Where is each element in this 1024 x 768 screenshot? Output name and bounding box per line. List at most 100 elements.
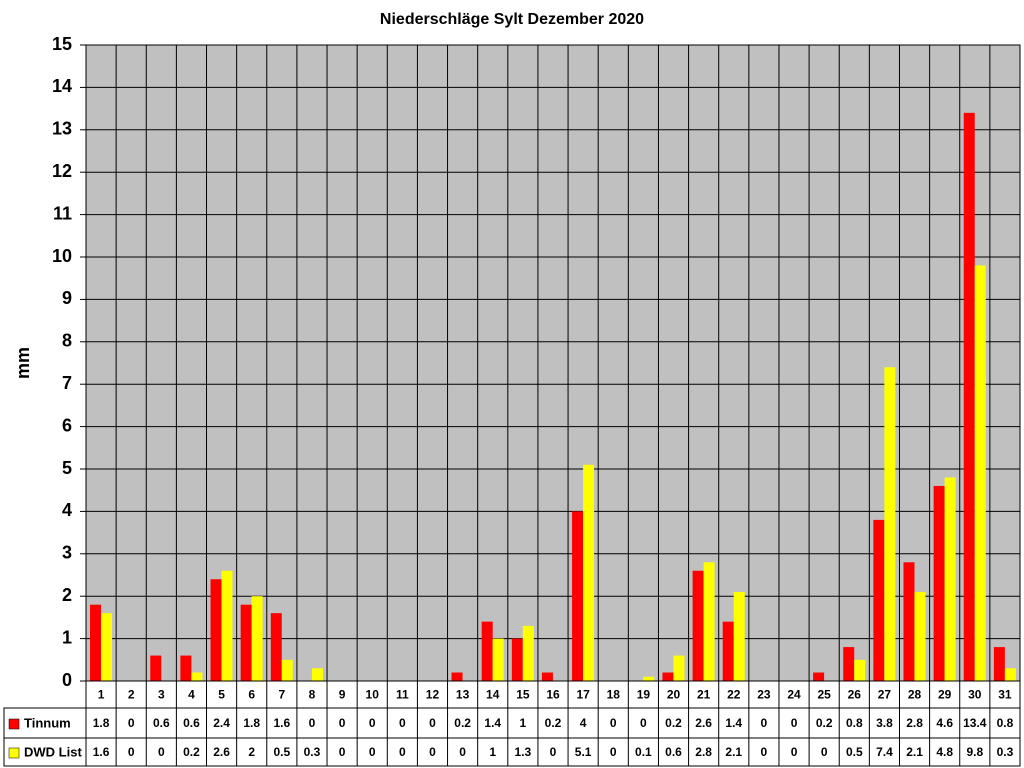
bar bbox=[1004, 668, 1016, 681]
y-tick-label: 14 bbox=[52, 76, 72, 96]
y-axis-label: mm bbox=[13, 347, 33, 379]
table-value: 0.2 bbox=[665, 716, 682, 730]
bar bbox=[270, 613, 282, 681]
table-value: 2.6 bbox=[213, 745, 230, 759]
table-value: 0.6 bbox=[665, 745, 682, 759]
bar bbox=[703, 562, 715, 681]
x-tick-label: 17 bbox=[576, 688, 590, 702]
x-tick-label: 16 bbox=[546, 688, 560, 702]
y-tick-label: 4 bbox=[62, 500, 72, 520]
table-value: 0 bbox=[128, 716, 135, 730]
bar bbox=[90, 604, 101, 681]
table-value: 0 bbox=[610, 745, 617, 759]
table-value: 0 bbox=[339, 716, 346, 730]
table-value: 1.6 bbox=[273, 716, 290, 730]
x-tick-label: 6 bbox=[248, 688, 255, 702]
y-tick-label: 2 bbox=[62, 585, 72, 605]
bar bbox=[963, 112, 975, 682]
bar bbox=[150, 655, 162, 681]
table-value: 0.6 bbox=[183, 716, 200, 730]
table-value: 2.6 bbox=[695, 716, 712, 730]
bar bbox=[944, 477, 956, 681]
y-tick-label: 15 bbox=[52, 34, 72, 54]
table-value: 0 bbox=[761, 745, 768, 759]
table-value: 0 bbox=[309, 716, 316, 730]
bar bbox=[191, 672, 203, 681]
table-value: 0 bbox=[369, 716, 376, 730]
table-value: 1.8 bbox=[93, 716, 110, 730]
bar bbox=[854, 659, 866, 681]
table-value: 0.2 bbox=[454, 716, 471, 730]
y-tick-label: 0 bbox=[62, 670, 72, 690]
table-value: 0 bbox=[761, 716, 768, 730]
table-value: 1.8 bbox=[243, 716, 260, 730]
bar bbox=[180, 655, 192, 681]
x-tick-label: 28 bbox=[908, 688, 922, 702]
x-tick-label: 18 bbox=[607, 688, 621, 702]
table-value: 2.8 bbox=[906, 716, 923, 730]
table-value: 1.4 bbox=[484, 716, 501, 730]
table-value: 0 bbox=[158, 745, 165, 759]
bar bbox=[101, 613, 112, 681]
table-value: 1.6 bbox=[93, 745, 110, 759]
x-tick-label: 19 bbox=[637, 688, 651, 702]
x-tick-label: 23 bbox=[757, 688, 771, 702]
table-value: 0.8 bbox=[997, 716, 1014, 730]
x-tick-label: 12 bbox=[426, 688, 440, 702]
bar bbox=[210, 579, 222, 681]
bar bbox=[221, 570, 233, 681]
x-tick-label: 13 bbox=[456, 688, 470, 702]
table-value: 0 bbox=[399, 745, 406, 759]
table-value: 0 bbox=[128, 745, 135, 759]
chart-title: Niederschläge Sylt Dezember 2020 bbox=[380, 11, 644, 28]
x-tick-label: 3 bbox=[158, 688, 165, 702]
table-value: 0.2 bbox=[816, 716, 833, 730]
bar bbox=[692, 570, 704, 681]
x-tick-label: 8 bbox=[309, 688, 316, 702]
x-tick-label: 20 bbox=[667, 688, 681, 702]
legend-swatch bbox=[8, 747, 20, 759]
x-tick-label: 2 bbox=[128, 688, 135, 702]
table-value: 0.5 bbox=[273, 745, 290, 759]
table-value: 0 bbox=[791, 716, 798, 730]
table-value: 2.1 bbox=[906, 745, 923, 759]
table-value: 4 bbox=[580, 716, 587, 730]
x-tick-label: 30 bbox=[968, 688, 982, 702]
table-value: 0.2 bbox=[545, 716, 562, 730]
table-value: 9.8 bbox=[966, 745, 983, 759]
x-tick-label: 15 bbox=[516, 688, 530, 702]
table-value: 0.3 bbox=[304, 745, 321, 759]
x-tick-label: 27 bbox=[878, 688, 892, 702]
bar bbox=[572, 511, 584, 681]
bar bbox=[481, 621, 493, 681]
x-tick-label: 22 bbox=[727, 688, 741, 702]
y-tick-label: 13 bbox=[52, 119, 72, 139]
table-value: 0 bbox=[791, 745, 798, 759]
table-value: 1.3 bbox=[515, 745, 532, 759]
table-value: 0 bbox=[399, 716, 406, 730]
bar bbox=[884, 367, 896, 681]
bar bbox=[993, 647, 1005, 681]
bar bbox=[451, 672, 463, 681]
bar bbox=[873, 519, 885, 681]
bar bbox=[311, 668, 323, 681]
bar bbox=[281, 659, 293, 681]
bar bbox=[251, 596, 263, 681]
y-tick-label: 11 bbox=[53, 203, 72, 223]
bar bbox=[673, 655, 685, 681]
table-value: 0 bbox=[339, 745, 346, 759]
x-tick-label: 5 bbox=[218, 688, 225, 702]
bar bbox=[583, 464, 595, 681]
table-value: 0 bbox=[459, 745, 466, 759]
bar bbox=[240, 604, 252, 681]
table-value: 2.4 bbox=[213, 716, 230, 730]
bar bbox=[722, 621, 734, 681]
legend-label: DWD List bbox=[24, 744, 82, 759]
table-value: 0.8 bbox=[846, 716, 863, 730]
table-value: 0 bbox=[369, 745, 376, 759]
legend-swatch bbox=[8, 718, 20, 730]
y-tick-label: 1 bbox=[62, 627, 72, 647]
table-value: 3.8 bbox=[876, 716, 893, 730]
table-value: 0 bbox=[821, 745, 828, 759]
